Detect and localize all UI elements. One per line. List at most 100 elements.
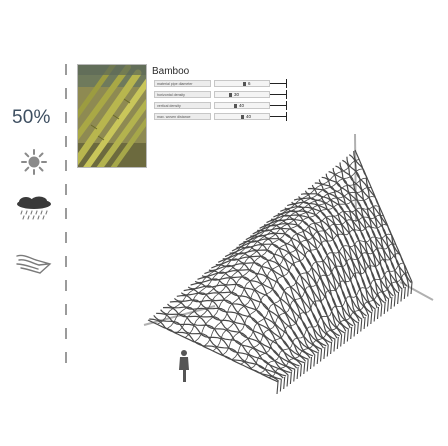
level-scale xyxy=(62,64,72,364)
weave-strand xyxy=(311,184,385,304)
weave-strand xyxy=(229,246,332,344)
scale-tick xyxy=(65,232,67,243)
scale-tick xyxy=(65,160,67,171)
fringe-strand xyxy=(326,344,329,357)
fringe-strand xyxy=(309,356,313,370)
slider-knob[interactable] xyxy=(229,93,232,97)
parameter-label: horizontal density xyxy=(154,91,211,98)
fringe-strand xyxy=(387,299,390,312)
coverage-percent: 50% xyxy=(12,107,51,128)
fringe-strand xyxy=(330,341,333,355)
parameter-wire xyxy=(270,116,286,117)
parameter-wire xyxy=(270,105,286,106)
support-post xyxy=(354,133,357,223)
fringe-strand xyxy=(393,294,396,307)
weave-strand xyxy=(190,282,307,362)
weave-strand xyxy=(270,214,358,324)
fringe-strand xyxy=(333,339,336,352)
weave-strand xyxy=(353,150,412,283)
fringe-strand xyxy=(316,351,319,365)
weave-strand xyxy=(217,256,324,349)
fringe-strand xyxy=(313,354,316,367)
weave-strand xyxy=(160,309,287,377)
parameter-wire-end xyxy=(286,112,287,121)
parameter-row: max. woven distance 40 xyxy=(152,112,292,122)
scale-tick xyxy=(65,304,67,315)
weave-strand xyxy=(277,210,363,320)
fringe-strand xyxy=(286,374,289,387)
fringe-strand xyxy=(296,366,299,380)
fringe-strand xyxy=(276,381,279,395)
parameter-label: vertical density xyxy=(154,102,211,109)
human-scale-figure xyxy=(179,350,189,382)
fringe-strand xyxy=(380,304,383,317)
parameter-list: material pipe diameter 6 horizontal densit… xyxy=(152,79,292,122)
fringe-strand xyxy=(283,376,286,390)
fringe-strand xyxy=(320,349,323,362)
parameter-slider[interactable]: 40 xyxy=(214,113,270,120)
fringe-strand xyxy=(299,364,302,377)
cross-strand xyxy=(231,233,392,361)
parameter-row: material pipe diameter 6 xyxy=(152,79,292,89)
fringe-strand xyxy=(397,291,400,305)
weave-strand xyxy=(284,205,367,317)
parameter-value: 30 xyxy=(234,92,240,97)
fringe-strand xyxy=(407,284,410,297)
scale-tick xyxy=(65,112,67,123)
fringe-strand xyxy=(306,359,309,372)
fringe-strand xyxy=(360,319,363,332)
parameter-slider[interactable]: 30 xyxy=(214,91,270,98)
bamboo-photo xyxy=(77,64,147,168)
parameter-label: max. woven distance xyxy=(154,113,211,120)
parameter-slider[interactable]: 6 xyxy=(214,80,270,87)
fringe-strand xyxy=(303,361,306,375)
cross-strand xyxy=(249,253,400,370)
weave-strand xyxy=(224,250,329,346)
cross-strand xyxy=(194,196,376,343)
scale-tick xyxy=(65,328,67,339)
cross-strand xyxy=(157,159,360,325)
fringe-strand xyxy=(376,306,380,320)
weave-strand xyxy=(304,190,381,307)
weave-strand xyxy=(222,252,327,347)
scale-tick xyxy=(65,280,67,291)
weave-strand xyxy=(197,276,311,359)
cross-strand xyxy=(212,214,384,352)
weave-strand xyxy=(325,173,394,297)
weave-strand xyxy=(180,292,300,367)
fringe-strand xyxy=(343,331,346,345)
cross-strand xyxy=(240,243,396,365)
fringe-strand xyxy=(366,314,369,327)
weave-strand xyxy=(176,294,298,369)
cross-strand xyxy=(259,262,404,374)
cross-strand xyxy=(268,272,408,378)
bamboo-poles-photo xyxy=(78,65,146,167)
fringe-strand xyxy=(336,336,339,350)
fringe-strand xyxy=(289,371,292,385)
fringe-strand xyxy=(390,296,393,310)
scale-tick xyxy=(65,88,67,99)
weave-strand xyxy=(194,278,309,360)
slider-knob[interactable] xyxy=(241,115,244,119)
weave-strand xyxy=(201,271,314,357)
weave-strand xyxy=(300,193,378,309)
wind-icon xyxy=(16,254,52,274)
weave-strand xyxy=(174,297,296,370)
cross-strand xyxy=(203,205,380,347)
parameter-slider[interactable]: 40 xyxy=(214,102,270,109)
rain-cloud-icon xyxy=(17,196,51,220)
slider-knob[interactable] xyxy=(243,82,246,86)
weave-strand xyxy=(263,219,354,327)
slider-knob[interactable] xyxy=(234,104,237,108)
weave-strand xyxy=(332,167,399,294)
cross-strand xyxy=(166,168,364,330)
fringe-strand xyxy=(323,346,326,360)
parameter-wire xyxy=(270,83,286,84)
material-parameter-panel: Bamboo material pipe diameter 6 horizontal… xyxy=(152,66,292,122)
weave-strand xyxy=(167,303,291,374)
parameter-label: material pipe diameter xyxy=(154,80,211,87)
parameter-value: 6 xyxy=(248,81,251,86)
fringe-strand xyxy=(293,369,296,382)
